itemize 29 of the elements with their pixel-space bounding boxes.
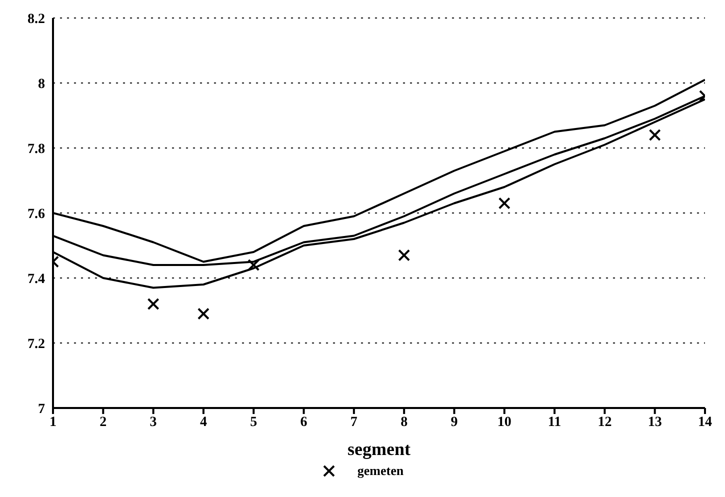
y-tick-label: 7.4 (28, 272, 45, 287)
x-tick-label: 11 (548, 414, 562, 430)
y-tick-label: 8 (38, 76, 45, 92)
legend-label: gemeten (357, 463, 404, 479)
point (147, 298, 160, 310)
x-tick-label: 14 (698, 414, 712, 430)
y-tick-label: 7.2 (28, 336, 45, 352)
x-tick-label: 1 (50, 414, 56, 430)
point (648, 129, 661, 141)
x-tick-label: 4 (200, 414, 207, 430)
x-tick-label: 9 (450, 414, 458, 430)
x-tick-label: 6 (300, 414, 308, 430)
x-tick-label: 13 (648, 414, 662, 430)
y-tick-label: 7.6 (28, 206, 45, 222)
x-tick-label: 5 (250, 414, 258, 430)
x-tick-label: 8 (400, 414, 408, 430)
x-tick-label: 7 (350, 414, 358, 430)
y-tick-label: 8.2 (28, 12, 45, 27)
point (398, 249, 410, 262)
x-axis-title: segment (348, 439, 410, 459)
point (498, 197, 510, 210)
y-tick-label: 7.8 (28, 142, 45, 157)
x-tick-label: 10 (497, 414, 512, 430)
x-tick-label: 12 (598, 414, 612, 430)
x-tick-label: 2 (100, 414, 107, 430)
x-tick-label: 3 (150, 414, 157, 430)
y-tick-label: 7 (38, 402, 45, 417)
point (248, 259, 260, 271)
point (197, 308, 210, 320)
